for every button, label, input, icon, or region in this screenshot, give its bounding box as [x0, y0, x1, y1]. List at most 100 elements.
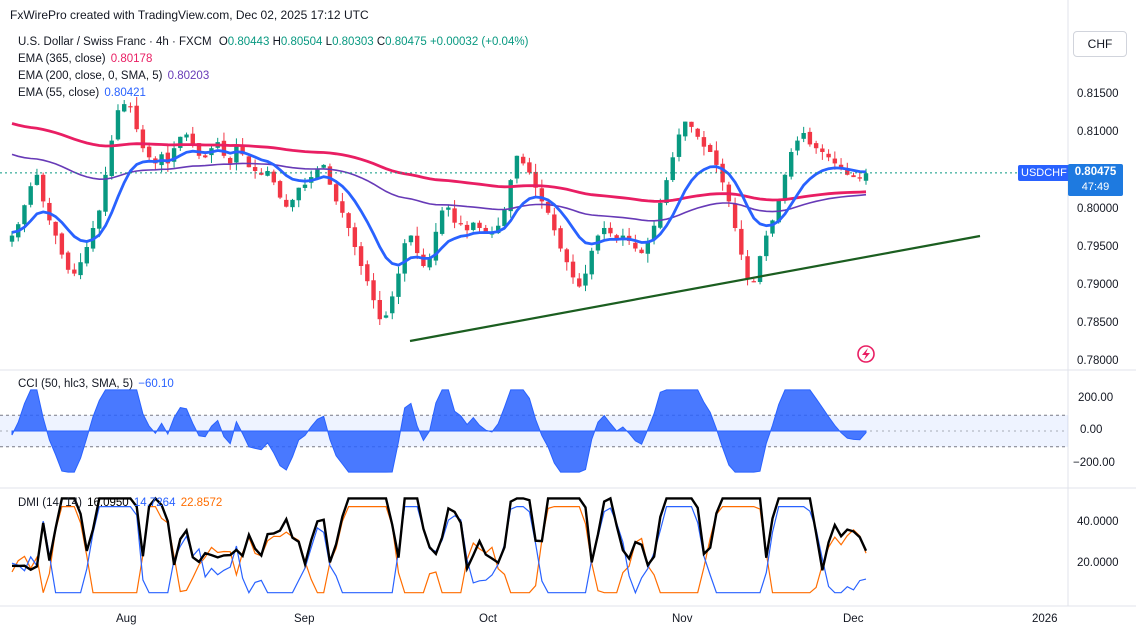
candle-body	[84, 247, 90, 264]
candles-layer	[9, 97, 869, 325]
candle-body	[109, 140, 114, 177]
candle-body	[477, 222, 482, 228]
candle-body	[439, 210, 445, 234]
candle-body	[601, 228, 607, 235]
candle-body	[296, 187, 301, 201]
price-tick: 0.79500	[1077, 241, 1119, 253]
ema365-line	[11, 122, 867, 203]
candle-body	[240, 145, 245, 155]
dmi-label: DMI (14, 14)	[18, 497, 82, 509]
candle-body	[464, 224, 470, 231]
plus-di-value: 14.7264	[133, 497, 176, 509]
time-tick: Aug	[116, 613, 137, 625]
open-label: O	[218, 36, 228, 48]
candle-body	[782, 174, 788, 201]
time-tick: Sep	[294, 613, 315, 625]
close-value: 0.80475	[385, 36, 427, 48]
candle-body	[714, 150, 719, 165]
candle-body	[458, 223, 464, 225]
candle-body	[620, 235, 626, 238]
candle-body	[178, 136, 183, 148]
last-price-box: 0.80475 47:49	[1068, 164, 1123, 196]
candle-body	[221, 140, 227, 156]
candle-body	[483, 227, 488, 232]
candle-body	[190, 133, 195, 146]
candle-body	[539, 188, 545, 202]
ema55-legend[interactable]: EMA (55, close) 0.80421	[18, 87, 146, 99]
candle-body	[452, 208, 457, 223]
dmi-layer	[11, 496, 868, 595]
candle-body	[122, 104, 127, 112]
low-label: L	[325, 36, 333, 48]
candle-body	[28, 186, 33, 205]
plus-di-line	[11, 506, 867, 595]
minus-di-value: 22.8572	[180, 497, 223, 509]
ema200-line	[11, 153, 867, 222]
candle-body	[788, 152, 794, 177]
candle-body	[196, 143, 202, 156]
candle-body	[751, 281, 756, 283]
ema365-legend[interactable]: EMA (365, close) 0.80178	[18, 53, 152, 65]
dmi-legend[interactable]: DMI (14, 14) 16.0950 14.7264 22.8572	[18, 497, 222, 509]
candle-body	[564, 249, 569, 263]
candle-body	[732, 203, 738, 228]
candle-body	[639, 249, 644, 254]
price-tick: 0.79000	[1077, 279, 1119, 291]
candle-body	[203, 155, 208, 158]
candle-body	[826, 153, 831, 158]
candle-body	[471, 222, 476, 230]
candle-body	[502, 209, 507, 227]
ema55-line	[11, 149, 867, 267]
ema55-label: EMA (55, close)	[18, 87, 100, 99]
candle-body	[820, 148, 825, 152]
change-value: +0.00032 (+0.04%)	[429, 36, 529, 48]
candle-body	[265, 171, 270, 176]
candle-body	[140, 129, 146, 149]
candle-body	[259, 172, 264, 175]
candle-body	[433, 231, 439, 261]
candle-body	[333, 184, 339, 202]
candle-body	[745, 256, 750, 279]
candle-body	[390, 296, 395, 314]
candle-body	[290, 199, 295, 208]
ema200-legend[interactable]: EMA (200, close, 0, SMA, 5) 0.80203	[18, 70, 209, 82]
candle-body	[813, 143, 819, 149]
candle-body	[315, 169, 320, 179]
dmi-tick: 40.0000	[1077, 516, 1119, 528]
candle-body	[246, 156, 252, 168]
candle-body	[851, 175, 856, 178]
candle-body	[764, 235, 769, 257]
flash-icon[interactable]	[857, 345, 875, 363]
candle-body	[9, 235, 15, 242]
symbol-legend: U.S. Dollar / Swiss Franc · 4h · FXCM O0…	[18, 36, 528, 48]
candle-body	[78, 262, 83, 276]
low-value: 0.80303	[332, 36, 374, 48]
candle-body	[527, 162, 532, 173]
candle-body	[670, 157, 675, 181]
candle-body	[645, 240, 651, 254]
candle-body	[184, 134, 189, 138]
currency-button[interactable]: CHF	[1073, 31, 1127, 57]
candle-body	[103, 174, 108, 212]
candle-body	[146, 146, 152, 158]
cci-tick: 200.00	[1078, 392, 1114, 404]
candle-body	[346, 213, 351, 228]
cci-legend[interactable]: CCI (50, hlc3, SMA, 5) −60.10	[18, 378, 174, 390]
candle-body	[271, 171, 277, 183]
candle-body	[34, 174, 40, 185]
candle-body	[65, 252, 71, 270]
candle-body	[115, 110, 121, 140]
ema-layer	[11, 122, 867, 267]
candle-body	[277, 181, 283, 198]
cci-tick: 0.00	[1080, 424, 1103, 436]
candle-body	[770, 220, 775, 234]
candle-body	[365, 264, 370, 282]
candle-body	[695, 128, 700, 137]
candle-body	[53, 221, 58, 236]
pane-dividers	[0, 0, 1136, 607]
candle-body	[414, 235, 420, 254]
dmi-tick: 20.0000	[1077, 557, 1119, 569]
candle-body	[321, 164, 326, 168]
close-label: C	[376, 36, 386, 48]
time-tick: 2026	[1032, 613, 1058, 625]
